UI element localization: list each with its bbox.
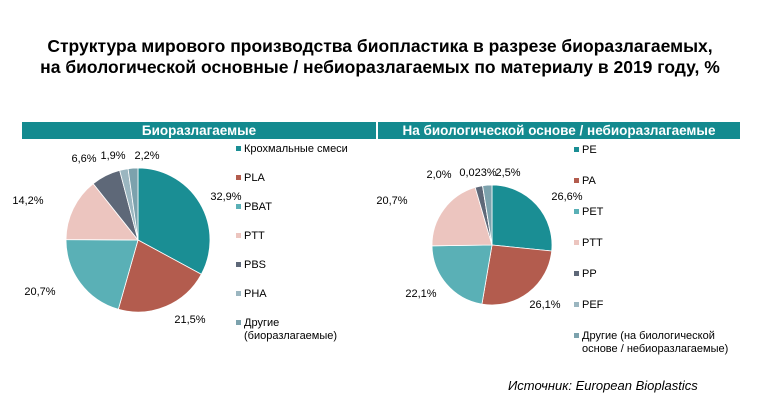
legend-label: PEF xyxy=(582,299,604,311)
legend-swatch xyxy=(574,209,579,214)
legend-item: PTT xyxy=(236,230,265,243)
legend-item: PBS xyxy=(236,259,266,272)
data-label-4: 2,0% xyxy=(426,169,451,181)
data-label-1: 26,1% xyxy=(529,299,560,311)
legend-label: PBS xyxy=(244,259,267,271)
legend-label: PHA xyxy=(244,288,267,300)
pie-slice-3 xyxy=(65,183,139,241)
data-label-0: 26,6% xyxy=(551,191,582,203)
legend-swatch xyxy=(236,233,241,238)
legend-label: PLA xyxy=(244,172,265,184)
legend-item: Другие (биоразлагаемые) xyxy=(236,317,359,343)
data-label-6: 2,5% xyxy=(495,167,520,179)
legend-label: PBAT xyxy=(244,201,272,213)
legend-item: PHA xyxy=(236,288,267,301)
legend-item: PLA xyxy=(236,172,265,185)
pie-slice-6 xyxy=(482,184,493,246)
legend-item: PEF xyxy=(574,299,603,312)
legend-swatch xyxy=(236,291,241,296)
legend-item: Другие (на биологической основе / небиор… xyxy=(574,330,732,356)
legend-swatch xyxy=(236,146,241,151)
pie-slice-3 xyxy=(431,186,493,247)
right-pie: 26,6% 26,1% 22,1% 20,7% 2,0% 0,023%2,5% xyxy=(376,167,582,311)
legend-item: PP xyxy=(574,268,597,281)
legend-item: PA xyxy=(574,175,596,188)
legend-label: Другие (биоразлагаемые) xyxy=(244,317,338,342)
legend-item: PET xyxy=(574,206,603,219)
pie-slice-0 xyxy=(137,167,211,275)
legend-label: PP xyxy=(582,268,597,280)
legend-label: PET xyxy=(582,206,604,218)
data-label-5: 0,023% xyxy=(459,167,497,179)
data-label-2: 22,1% xyxy=(405,288,436,300)
chart-title: Структура мирового производства биопласт… xyxy=(40,36,720,77)
legend-swatch xyxy=(574,333,579,338)
legend-swatch xyxy=(236,320,241,325)
legend-label: PE xyxy=(582,144,597,156)
data-label-1: 21,5% xyxy=(174,314,205,326)
data-label-2: 20,7% xyxy=(24,286,55,298)
legend-swatch xyxy=(574,302,579,307)
legend-label: PTT xyxy=(244,230,265,242)
legend-item: PBAT xyxy=(236,201,272,214)
left-chart-header: Биоразлагаемые xyxy=(22,122,376,139)
source-note: Источник: European Bioplastics xyxy=(508,378,698,393)
legend-swatch xyxy=(574,271,579,276)
pie-slice-0 xyxy=(491,184,553,252)
data-label-6: 2,2% xyxy=(134,150,159,162)
data-label-3: 20,7% xyxy=(376,195,407,207)
data-label-0: 32,9% xyxy=(210,191,241,203)
data-label-4: 6,6% xyxy=(71,153,96,165)
pie-slice-2 xyxy=(65,239,139,310)
right-chart-header: На биологической основе / небиоразлагаем… xyxy=(378,122,740,139)
legend-label: Другие (на биологической основе / небиор… xyxy=(582,330,729,355)
legend-swatch xyxy=(574,240,579,245)
data-label-5: 1,9% xyxy=(100,150,125,162)
pie-slice-1 xyxy=(481,244,553,306)
legend-label: PA xyxy=(582,175,596,187)
legend-item: PE xyxy=(574,144,597,157)
pie-slice-1 xyxy=(117,239,202,313)
legend-swatch xyxy=(236,204,241,209)
pie-slice-2 xyxy=(431,244,493,305)
data-label-3: 14,2% xyxy=(12,195,43,207)
pie-slice-6 xyxy=(127,167,139,241)
legend-swatch xyxy=(236,175,241,180)
legend-label: Крохмальные смеси xyxy=(244,143,348,155)
legend-swatch xyxy=(236,262,241,267)
legend-swatch xyxy=(574,178,579,183)
left-pie: 32,9% 21,5% 20,7% 14,2% 6,6% 1,9% 2,2% xyxy=(12,150,241,326)
legend-label: PTT xyxy=(582,237,603,249)
legend-item: PTT xyxy=(574,237,603,250)
legend-item: Крохмальные смеси xyxy=(236,143,348,156)
legend-swatch xyxy=(574,147,579,152)
